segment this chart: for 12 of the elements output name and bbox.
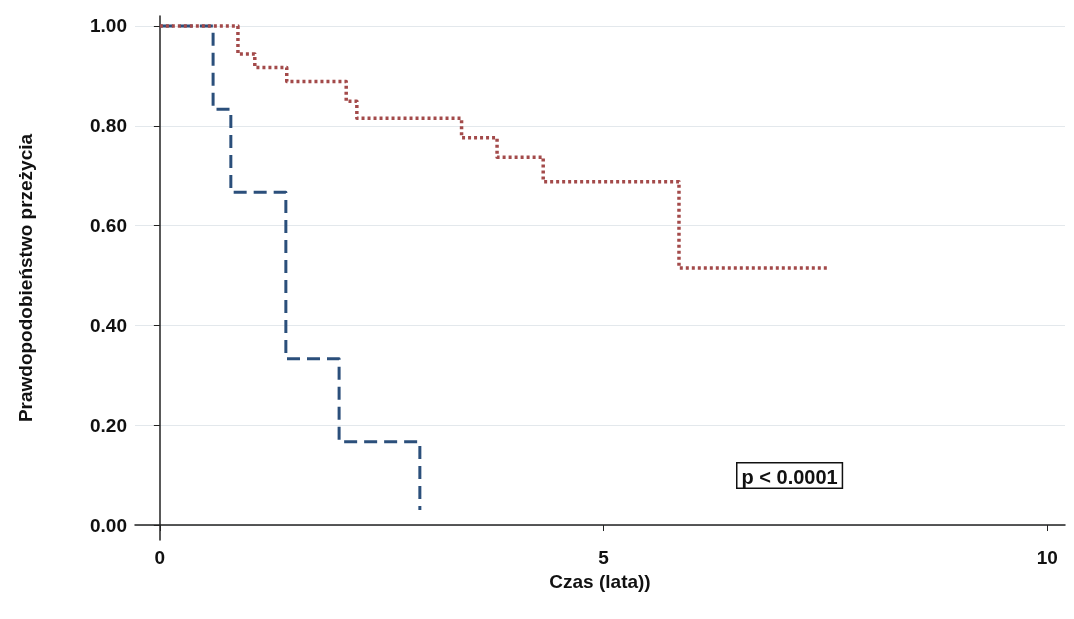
y-tick-label: 1.00 <box>90 15 127 37</box>
y-tick-label: 0.60 <box>90 215 127 237</box>
x-tick-label: 5 <box>598 547 610 568</box>
x-axis-title: Czas (lata)) <box>549 570 651 592</box>
y-tick-label: 0.00 <box>90 514 127 536</box>
annotation: p < 0.0001 <box>741 465 838 488</box>
y-axis-title: Prawdopodobieństwo przeżycia <box>15 133 36 423</box>
y-tick-label: 0.80 <box>90 115 127 137</box>
y-tick-label: 0.20 <box>90 414 127 436</box>
x-tick-label: 0 <box>154 547 166 568</box>
y-tick-label: 0.40 <box>90 314 127 336</box>
x-tick-label: 10 <box>1036 547 1058 568</box>
